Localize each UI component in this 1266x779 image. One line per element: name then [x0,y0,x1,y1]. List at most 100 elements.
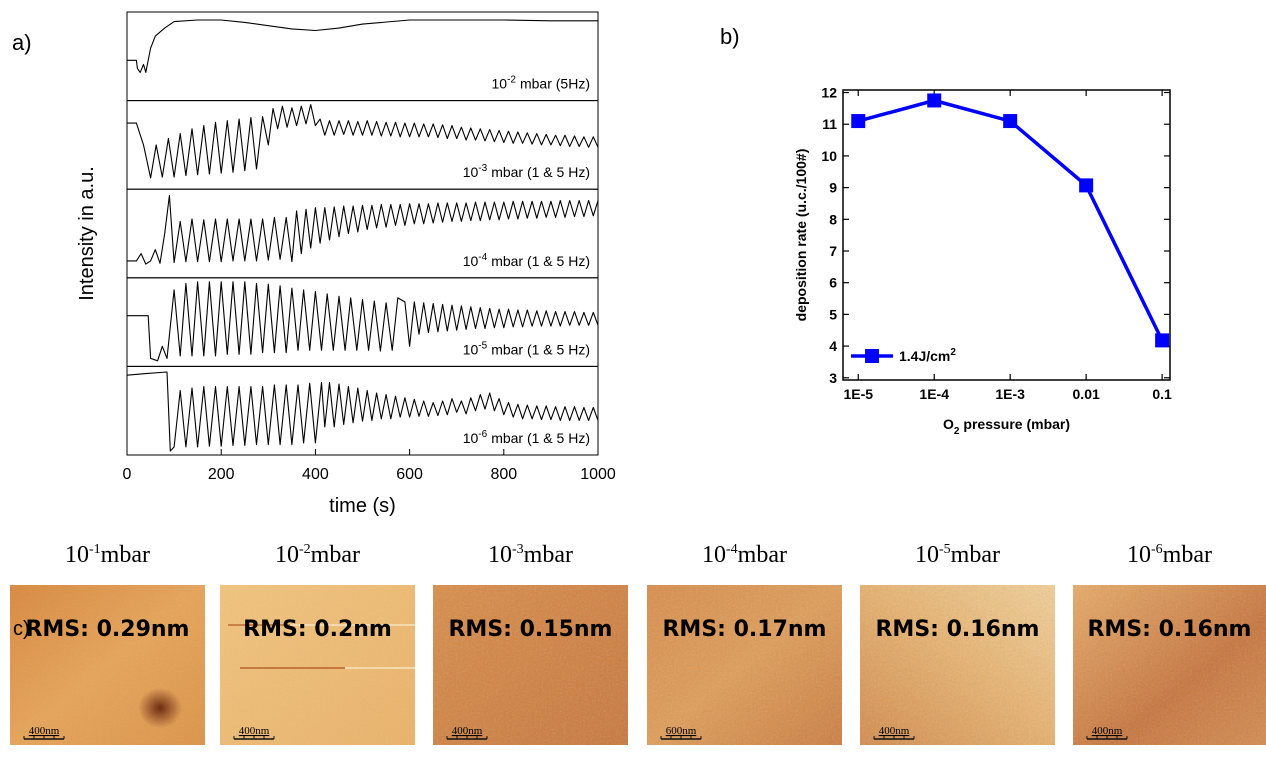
annotation-base: 10 [463,341,479,357]
rms-label: RMS: 0.17nm [662,617,826,642]
pressure-exponent: -6 [1151,542,1163,557]
rms-label: RMS: 0.29nm [25,617,189,642]
rms-label: RMS: 0.16nm [875,617,1039,642]
panel-label: b) [720,24,740,49]
trace [127,281,599,362]
marker [1155,333,1170,348]
annotation-suffix: mbar (1 & 5 Hz) [491,430,590,446]
legend-superscript: 2 [950,347,956,358]
afm-image [860,585,1055,745]
y-tick-label: 8 [829,211,837,227]
pressure-base: 10 [65,542,89,568]
y-tick-label: 10 [821,148,837,164]
annotation-suffix: mbar (1 & 5 Hz) [491,253,590,269]
pressure-exponent: -1 [89,542,101,557]
y-tick-label: 11 [822,116,837,132]
pressure-base: 10 [915,542,939,568]
afm-texture [647,585,842,745]
pressure-label: 10-1mbar [65,542,150,568]
panel-frame [126,365,599,456]
x-axis-title: O2 pressure (mbar) [943,416,1070,437]
annotation-base: 10 [492,76,508,92]
legend-name: 1.4J/cm [899,348,950,364]
y-tick-label: 4 [829,338,837,354]
x-tick-label: 1000 [580,466,616,483]
scale-bar-label: 400nm [239,725,270,737]
y-tick-label: 5 [829,306,837,322]
annotation-exponent: -3 [478,163,487,174]
panel-annotation: 10-3 mbar (1 & 5 Hz) [463,163,590,180]
panel-annotation: 10-4 mbar (1 & 5 Hz) [463,252,590,269]
pressure-base: 10 [488,542,512,568]
annotation-exponent: -6 [478,429,487,440]
pressure-exponent: -5 [939,542,951,557]
x-title-base: O [943,416,954,432]
annotation-base: 10 [463,164,479,180]
afm-image [10,585,205,745]
rms-label: RMS: 0.2nm [243,617,392,642]
x-tick-label: 1E-4 [919,386,949,402]
annotation-suffix: mbar (5Hz) [520,76,590,92]
afm-texture [1073,585,1266,745]
legend-label: 1.4J/cm2 [899,347,956,364]
marker [851,114,866,129]
y-axis-title: Intensity in a.u. [76,166,98,301]
y-tick-label: 6 [829,275,837,291]
panel-annotation: 10-2 mbar (5Hz) [492,75,591,92]
x-tick-label: 200 [208,466,235,483]
annotation-base: 10 [463,430,479,446]
scale-bar-label: 600nm [666,725,697,737]
panel-label: c) [13,618,30,640]
pressure-exponent: -4 [726,542,738,557]
marker [1003,114,1018,129]
annotation-exponent: -5 [478,340,487,351]
rms-label: RMS: 0.16nm [1087,617,1251,642]
legend-marker [865,349,879,363]
x-tick-label: 0.1 [1152,386,1172,402]
x-axis-title: time (s) [329,495,396,517]
afm-image [1073,585,1266,745]
afm-texture [220,585,415,745]
pressure-unit: mbar [101,542,150,568]
afm-image [433,585,628,745]
afm-texture [433,585,628,745]
x-tick-label: 1E-5 [843,386,873,402]
y-tick-label: 7 [829,243,837,259]
marker [927,93,942,108]
pressure-unit: mbar [311,542,360,568]
afm-image [220,585,415,745]
y-tick-label: 9 [829,180,837,196]
afm-row: c) [10,585,1266,745]
marker [1079,178,1094,193]
panel-label: a) [12,30,32,55]
series-line [857,98,1164,342]
pressure-base: 10 [275,542,299,568]
pressure-unit: mbar [524,542,573,568]
x-tick-label: 0 [123,466,132,483]
annotation-exponent: -2 [507,75,516,86]
y-tick-label: 3 [829,370,837,386]
y-tick-label: 12 [821,85,837,101]
annotation-base: 10 [463,253,479,269]
x-tick-label: 600 [396,466,423,483]
rms-label: RMS: 0.15nm [448,617,612,642]
pressure-exponent: -3 [512,542,524,557]
x-tick-label: 1E-3 [995,386,1025,402]
pressure-label: 10-3mbar [488,542,573,568]
pressure-exponent: -2 [299,542,311,557]
pressure-label: 10-6mbar [1127,542,1212,568]
pressure-label: 10-2mbar [275,542,360,568]
pressure-unit: mbar [738,542,787,568]
scale-bar-label: 400nm [1092,725,1123,737]
panel-annotation: 10-6 mbar (1 & 5 Hz) [463,429,590,446]
x-tick-label: 800 [490,466,517,483]
scale-bar-label: 400nm [452,725,483,737]
annotation-suffix: mbar (1 & 5 Hz) [491,164,590,180]
pressure-unit: mbar [1163,542,1212,568]
panel-annotation: 10-5 mbar (1 & 5 Hz) [463,340,590,357]
annotation-suffix: mbar (1 & 5 Hz) [491,341,590,357]
plot-frame [842,89,1171,381]
annotation-exponent: -4 [478,252,487,263]
afm-image [647,585,842,745]
